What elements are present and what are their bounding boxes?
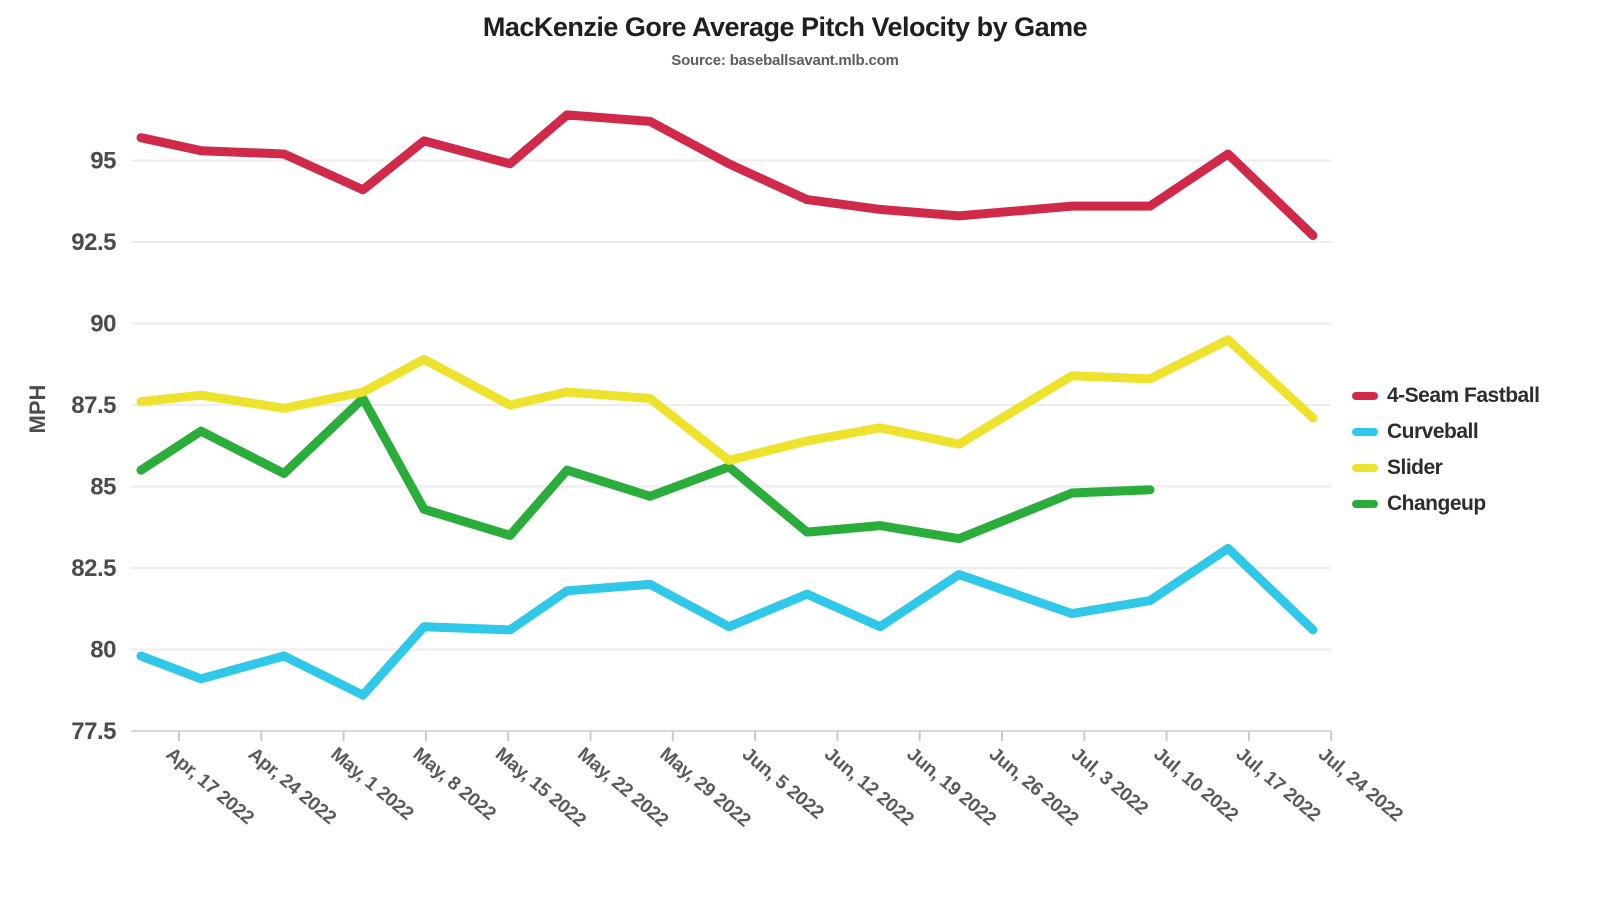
x-tick-label: Jul, 3 2022 — [1067, 744, 1152, 820]
y-tick-label: 85 — [90, 474, 116, 501]
x-tick-label: Jun, 19 2022 — [902, 744, 999, 830]
slider-swatch-icon — [1352, 464, 1378, 472]
legend-item-label: Slider — [1387, 456, 1443, 479]
x-tick-label: May, 8 2022 — [409, 744, 500, 825]
fastball-swatch-icon — [1352, 392, 1378, 400]
chart-subtitle: Source: baseballsavant.mlb.com — [671, 52, 899, 69]
y-tick-label: 80 — [90, 637, 116, 664]
x-tick-label: Jun, 26 2022 — [985, 744, 1082, 830]
changeup-swatch-icon — [1352, 500, 1378, 508]
curveball-swatch-icon — [1352, 428, 1378, 436]
series-line-slider — [136, 335, 1318, 465]
legend-item-label: Changeup — [1387, 492, 1486, 515]
legend-item-changeup: Changeup — [1352, 491, 1539, 517]
x-tick-label: Jul, 24 2022 — [1314, 744, 1406, 826]
x-tick-label: Jul, 17 2022 — [1232, 744, 1324, 826]
series-line-curveball — [136, 543, 1318, 700]
legend-item-label: Curveball — [1387, 420, 1479, 443]
legend-item-curveball: Curveball — [1352, 419, 1539, 445]
y-tick-label: 90 — [90, 311, 116, 338]
x-tick-label: May, 1 2022 — [326, 744, 417, 825]
chart-title: MacKenzie Gore Average Pitch Velocity by… — [482, 12, 1088, 42]
legend-item-4-seam-fastball: 4-Seam Fastball — [1352, 383, 1540, 409]
y-tick-label: 82.5 — [71, 555, 116, 582]
y-tick-label: 95 — [90, 148, 116, 175]
chart-header: MacKenzie Gore Average Pitch Velocity by… — [0, 0, 1570, 69]
legend-item-slider: Slider — [1352, 455, 1539, 481]
y-tick-label: 77.5 — [71, 718, 116, 745]
series-line-4-seam-fastball — [136, 110, 1318, 240]
y-axis-title: MPH — [25, 384, 50, 434]
y-tick-label: 92.5 — [71, 229, 116, 256]
x-tick-label: Jun, 12 2022 — [820, 744, 917, 830]
legend: 4-Seam Fastball Curveball Slider Changeu… — [1352, 383, 1540, 527]
series-line-changeup — [136, 394, 1155, 544]
y-tick-label: 87.5 — [71, 392, 116, 419]
x-tick-label: Jul, 10 2022 — [1149, 744, 1241, 826]
x-tick-label: Apr, 17 2022 — [162, 744, 258, 829]
x-tick-label: Apr, 24 2022 — [244, 744, 340, 829]
legend-item-label: 4-Seam Fastball — [1387, 384, 1540, 407]
